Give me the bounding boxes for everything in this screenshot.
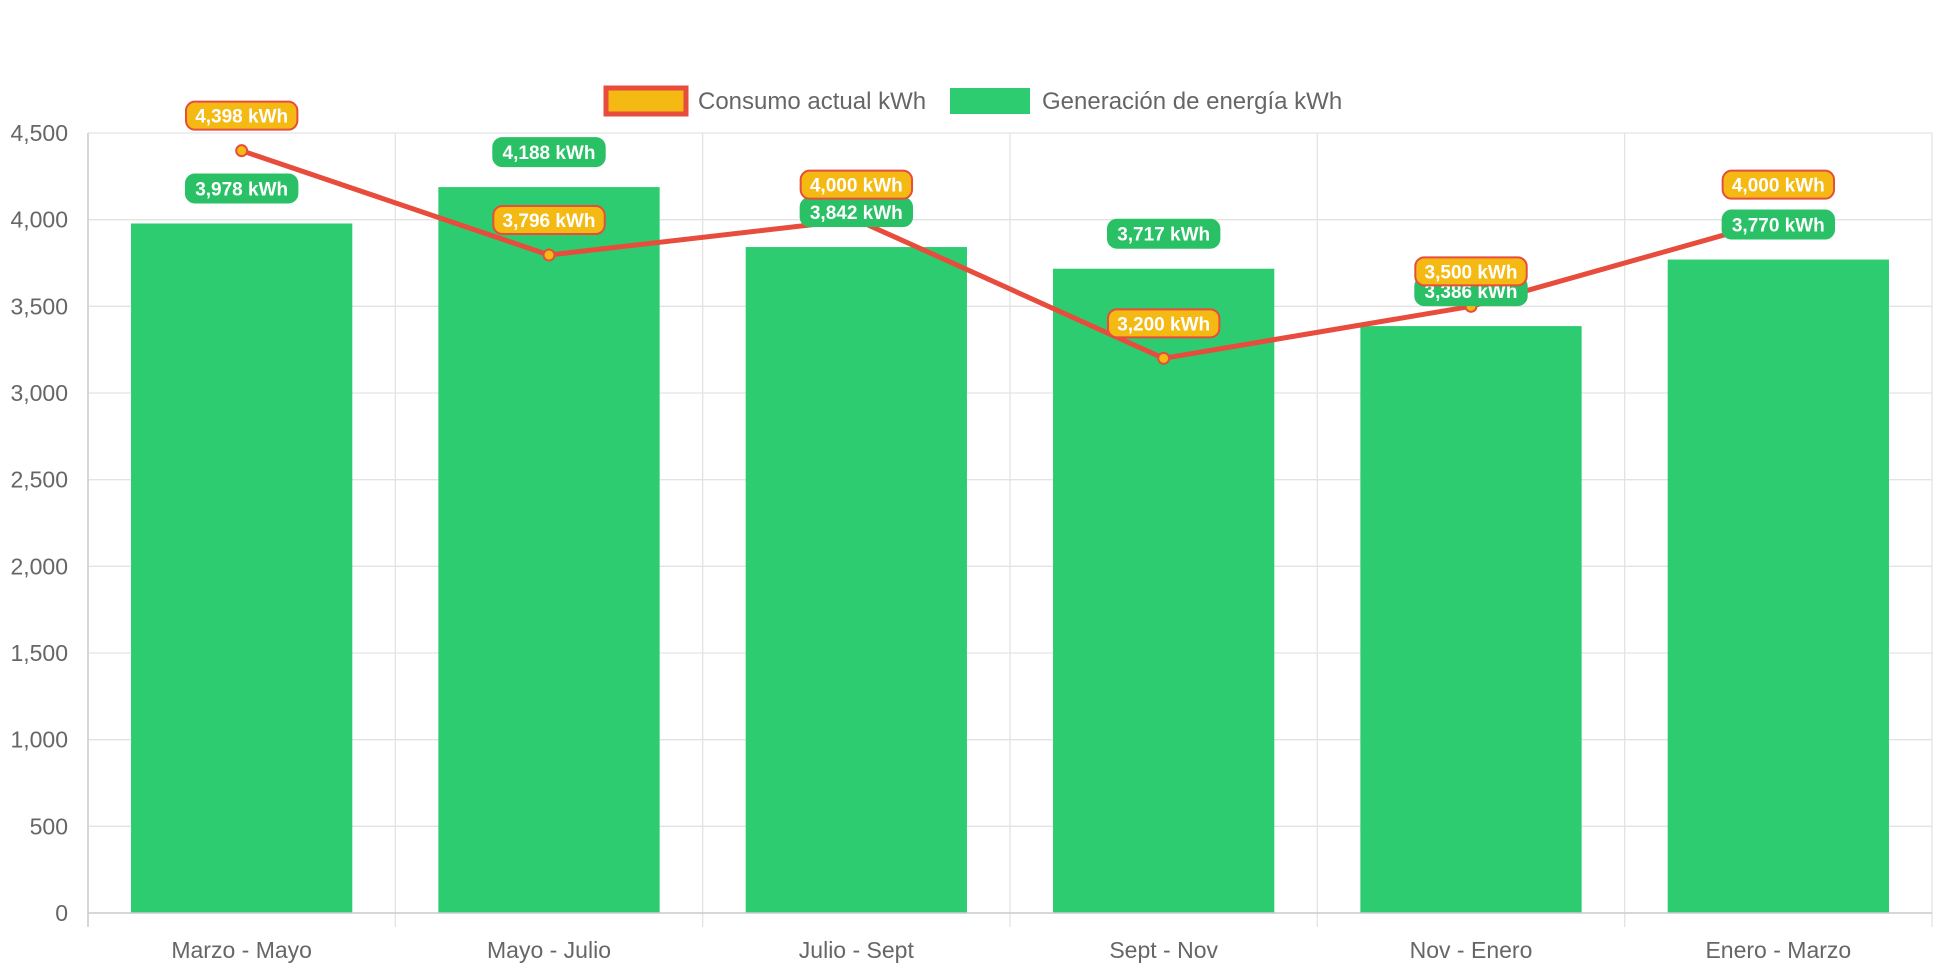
bar-data-label-box [1106, 218, 1221, 249]
line-data-label-box [1721, 169, 1836, 200]
line-data-label-text: 4,398 kWh [195, 107, 288, 128]
legend-label-generacion: Generación de energía kWh [1042, 88, 1342, 115]
y-tick-label: 3,000 [10, 380, 68, 406]
x-tick-label: Marzo - Mayo [171, 937, 312, 963]
x-tick-label: Sept - Nov [1109, 937, 1218, 963]
x-tick-label: Nov - Enero [1410, 937, 1533, 963]
line-data-label: 4,000 kWh [799, 169, 914, 200]
y-tick-label: 3,500 [10, 293, 68, 319]
bar-data-label-text: 4,188 kWh [503, 143, 596, 164]
line-data-label-text: 4,000 kWh [1732, 176, 1825, 197]
line-data-label: 3,200 kWh [1106, 308, 1221, 339]
line-data-label-box [184, 100, 299, 131]
data-labels: 3,978 kWh 4,188 kWh 3,842 kWh 3,717 kWh 3,38… [184, 100, 1836, 339]
legend-item-consumo[interactable]: Consumo actual kWh [603, 85, 926, 117]
axes: 0 500 1,000 1,500 2,000 2,500 3,000 3,500 4,000 4… [10, 120, 1932, 963]
point-consumo[interactable] [542, 248, 556, 262]
point-consumo[interactable] [235, 144, 249, 158]
bar-generacion[interactable] [1360, 326, 1582, 913]
bar-data-label-text: 3,386 kWh [1425, 282, 1518, 303]
line-data-label: 3,500 kWh [1414, 256, 1528, 287]
line-data-label: 3,796 kWh [492, 205, 606, 236]
bar-generacion[interactable] [438, 187, 660, 913]
line-data-label: 4,398 kWh [184, 100, 299, 131]
bar-data-label-text: 3,978 kWh [195, 179, 288, 200]
y-tick-label: 4,500 [10, 120, 68, 146]
bar-generacion[interactable] [1667, 259, 1889, 913]
line-data-label-box [1106, 308, 1221, 339]
bar-data-label-text: 3,770 kWh [1732, 216, 1825, 237]
bar-generacion[interactable] [131, 223, 353, 914]
legend[interactable]: Consumo actual kWh Generación de energía … [603, 85, 1342, 117]
bar-data-label-box [1721, 209, 1836, 240]
line-data-label-box [799, 169, 914, 200]
point-consumo[interactable] [1157, 351, 1171, 365]
y-tick-label: 1,000 [10, 727, 68, 753]
bar-data-label: 3,978 kWh [184, 173, 299, 204]
line-data-label-text: 3,796 kWh [503, 211, 596, 232]
line-data-label-box [1414, 256, 1528, 287]
y-tick-label: 2,000 [10, 553, 68, 579]
bar-generacion[interactable] [1053, 268, 1275, 914]
bar-data-label: 3,717 kWh [1106, 218, 1221, 249]
x-tick-label: Julio - Sept [799, 937, 915, 963]
legend-item-generacion[interactable]: Generación de energía kWh [950, 88, 1342, 115]
line-data-label-text: 4,000 kWh [810, 176, 903, 197]
y-tick-label: 500 [30, 813, 68, 839]
bar-data-label-box [492, 137, 606, 168]
bar-data-label: 4,188 kWh [492, 137, 606, 168]
y-tick-label: 1,500 [10, 640, 68, 666]
y-tick-label: 2,500 [10, 467, 68, 493]
legend-swatch-consumo [603, 85, 689, 117]
bars-series [131, 187, 1889, 914]
y-tick-label: 0 [55, 900, 68, 926]
bar-data-label-text: 3,842 kWh [810, 203, 903, 224]
y-tick-label: 4,000 [10, 207, 68, 233]
bar-data-label-text: 3,717 kWh [1117, 225, 1210, 246]
bar-generacion[interactable] [745, 247, 967, 913]
x-tick-label: Enero - Marzo [1705, 937, 1851, 963]
legend-swatch-generacion [950, 88, 1030, 114]
line-data-label-text: 3,500 kWh [1425, 262, 1518, 283]
legend-label-consumo: Consumo actual kWh [698, 88, 926, 115]
bar-data-label: 3,770 kWh [1721, 209, 1836, 240]
line-data-label: 4,000 kWh [1721, 169, 1836, 200]
line-data-label-text: 3,200 kWh [1117, 314, 1210, 335]
bar-data-label-box [184, 173, 299, 204]
bar-data-label: 3,842 kWh [799, 197, 914, 228]
line-data-label-box [492, 205, 606, 236]
x-tick-label: Mayo - Julio [487, 937, 611, 963]
